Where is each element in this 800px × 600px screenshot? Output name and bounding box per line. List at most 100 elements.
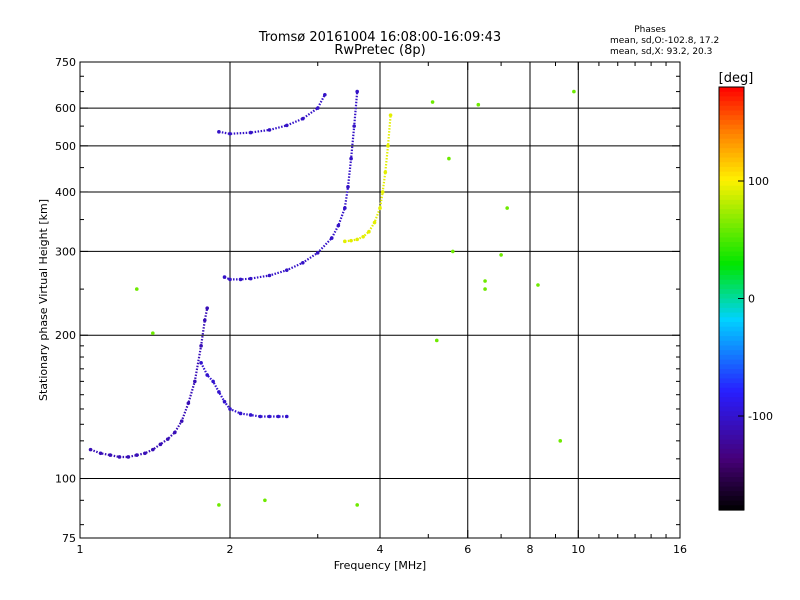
colorbar-segment (719, 119, 744, 126)
colorbar-segment (719, 326, 744, 332)
phases-o-stats: mean, sd,O:-102.8, 17.2 (610, 36, 719, 46)
data-point (483, 279, 487, 283)
data-point (451, 249, 455, 254)
x-tick-label: 8 (527, 543, 534, 556)
colorbar-segment (719, 331, 744, 337)
colorbar-tick-label: 0 (748, 293, 755, 306)
data-point (505, 206, 509, 210)
colorbar-segment (719, 87, 744, 93)
phase-colorbar: 100 0 -100 [deg] (718, 71, 773, 511)
chart-title: Tromsø 20161004 16:08:00-16:09:43 (258, 30, 501, 45)
colorbar-segment (719, 448, 744, 455)
colorbar-segment (719, 486, 744, 492)
colorbar-segment (719, 312, 744, 318)
colorbar-segment (719, 411, 744, 417)
colorbar-segment (719, 350, 744, 356)
colorbar-segment (719, 354, 744, 361)
data-point (205, 306, 209, 310)
series-line (200, 362, 287, 418)
colorbar-segment (719, 505, 744, 511)
colorbar-segment (719, 124, 744, 130)
colorbar-segment (719, 218, 744, 224)
colorbar-segment (719, 105, 744, 112)
x-tick-label: 16 (673, 543, 687, 556)
colorbar-segment (719, 477, 744, 483)
x-tick-label: 6 (464, 543, 471, 556)
colorbar-segment (719, 340, 744, 347)
data-point (572, 89, 576, 94)
colorbar-segment (719, 439, 744, 445)
colorbar-segment (719, 134, 744, 140)
data-point (355, 89, 359, 94)
colorbar-segment (719, 481, 744, 488)
x-tick-label: 4 (377, 543, 384, 556)
data-point (134, 287, 139, 291)
colorbar-segment (719, 500, 744, 506)
colorbar-tick-label: -100 (748, 410, 773, 423)
y-axis-label: Stationary phase Virtual Height [km] (37, 199, 50, 401)
colorbar-segment (719, 298, 744, 304)
colorbar-segment (719, 237, 744, 243)
colorbar-segment (719, 176, 744, 182)
series-line (90, 307, 209, 459)
colorbar-segment (719, 307, 744, 314)
colorbar-segment (719, 406, 744, 412)
x-tick-label: 10 (571, 543, 585, 556)
colorbar-segment (719, 228, 744, 234)
x-tick-label: 2 (227, 543, 234, 556)
colorbar-segment (719, 453, 744, 459)
y-tick-label: 100 (55, 473, 76, 486)
colorbar-segment (719, 162, 744, 168)
y-tick-label: 400 (55, 186, 76, 199)
colorbar-segment (719, 157, 744, 163)
colorbar-unit: [deg] (719, 71, 754, 86)
colorbar-segment (719, 209, 744, 215)
colorbar-tick-label: 100 (748, 175, 769, 188)
colorbar-segment (719, 279, 744, 285)
colorbar-segment (719, 129, 744, 135)
colorbar-segment (719, 369, 744, 375)
colorbar-segment (719, 392, 744, 398)
colorbar-segment (719, 293, 744, 300)
colorbar-segment (719, 491, 744, 497)
data-point (430, 100, 435, 104)
colorbar-segment (719, 181, 744, 187)
colorbar-segment (719, 275, 744, 281)
x-axis-label: Frequency [MHz] (334, 559, 426, 572)
colorbar-segment (719, 458, 744, 464)
colorbar-segment (719, 223, 744, 229)
colorbar-segment (719, 115, 744, 121)
colorbar-segment (719, 185, 744, 191)
data-point (476, 102, 481, 107)
series-line (218, 94, 326, 135)
data-point (558, 439, 563, 443)
colorbar-segment (719, 303, 744, 309)
colorbar-segment (719, 251, 744, 257)
data-point (447, 156, 451, 161)
colorbar-segment (719, 246, 744, 253)
colorbar-segment (719, 256, 744, 262)
colorbar-segment (719, 378, 744, 384)
colorbar-segment (719, 373, 744, 379)
series-line (224, 91, 359, 281)
data-point (483, 287, 487, 291)
colorbar-segment (719, 444, 744, 450)
data-point (217, 503, 221, 507)
colorbar-segment (719, 242, 744, 248)
colorbar-segment (719, 463, 744, 469)
colorbar-segment (719, 397, 744, 403)
colorbar-segment (719, 336, 744, 342)
x-tick-label: 1 (77, 543, 84, 556)
y-tick-label: 300 (55, 245, 76, 258)
data-point (499, 253, 503, 257)
colorbar-segment (719, 467, 744, 473)
y-tick-label: 600 (55, 102, 76, 115)
colorbar-segment (719, 91, 744, 97)
chart-subtitle: RwPretec (8p) (334, 43, 425, 58)
colorbar-segment (719, 195, 744, 201)
colorbar-segment (719, 434, 744, 441)
colorbar-segment (719, 260, 744, 267)
y-tick-label: 75 (62, 532, 76, 545)
colorbar-segment (719, 289, 744, 295)
phases-title: Phases (634, 25, 666, 35)
